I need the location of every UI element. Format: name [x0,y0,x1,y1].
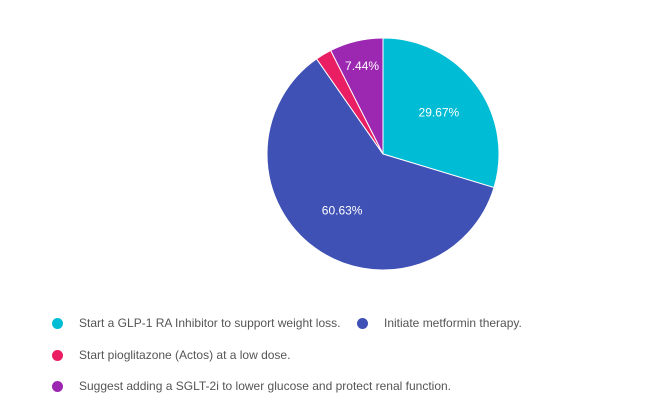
data-label-metformin: 60.63% [322,203,363,217]
legend-marker-glp1 [52,317,63,329]
legend-marker-pioglitazone [52,349,63,361]
legend-marker-metformin [357,317,368,329]
legend-label-glp1: Start a GLP-1 RA Inhibitor to support we… [79,316,341,330]
legend-item-sglt2i[interactable]: Suggest adding a SGLT-2i to lower glucos… [52,379,451,393]
slice-sglt2i[interactable] [330,37,384,155]
data-label-sglt2i: 7.44% [345,59,379,73]
legend-label-pioglitazone: Start pioglitazone (Actos) at a low dose… [79,348,291,362]
slice-glp1[interactable] [382,37,500,189]
data-label-glp1: 29.67% [419,106,460,120]
legend-item-pioglitazone[interactable]: Start pioglitazone (Actos) at a low dose… [52,348,290,362]
legend-item-metformin[interactable]: Initiate metformin therapy. [357,316,522,330]
pie-chart: 29.67% 60.63% 7.44% [266,37,500,271]
legend-marker-sglt2i [52,380,63,392]
slice-metformin[interactable] [266,58,495,271]
legend-label-metformin: Initiate metformin therapy. [384,316,522,330]
legend-item-glp1[interactable]: Start a GLP-1 RA Inhibitor to support we… [52,316,340,330]
legend-label-sglt2i: Suggest adding a SGLT-2i to lower glucos… [79,379,452,393]
